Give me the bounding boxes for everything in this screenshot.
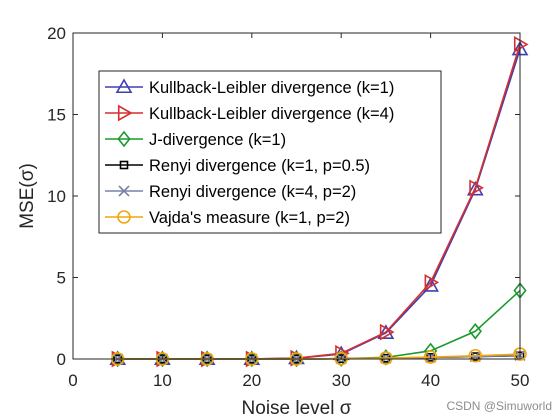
- data-point: [379, 323, 395, 341]
- legend-marker: [117, 130, 131, 148]
- watermark-text: CSDN @Simuworld: [446, 399, 552, 413]
- legend-box: [98, 70, 442, 234]
- data-point: [468, 323, 482, 340]
- series-3: [111, 282, 527, 368]
- x-tick-label: 30: [332, 371, 351, 390]
- legend: Kullback-Leibler divergence (k=1) Kullbac…: [98, 70, 442, 234]
- series-line: [117, 289, 521, 360]
- legend-marker: [118, 185, 130, 197]
- data-point: [377, 324, 395, 339]
- x-tick-label: 50: [511, 371, 530, 390]
- y-tick-label: 20: [47, 24, 66, 43]
- series-5: [112, 349, 526, 365]
- data-point: [379, 351, 393, 365]
- x-tick-label: 20: [242, 371, 261, 390]
- x-axis-label: Noise level σ: [242, 398, 352, 419]
- legend-entry: J-divergence (k=1): [105, 130, 286, 149]
- data-point: [468, 348, 483, 363]
- x-tick-label: 40: [421, 371, 440, 390]
- legend-marker: [117, 104, 133, 122]
- axes: 0 10 20 30 40 50 0 5 10 15 20: [47, 24, 529, 390]
- legend-entry: Renyi divergence (k=1, p=0.5): [105, 157, 370, 175]
- data-point: [424, 274, 440, 291]
- legend-marker: [119, 160, 129, 170]
- data-point: [423, 350, 438, 364]
- legend-marker: [117, 210, 131, 224]
- legend-entry: Kullback-Leibler divergence (k=4): [105, 104, 394, 123]
- y-axis-label: MSE(σ): [17, 163, 38, 229]
- data-point: [469, 179, 484, 197]
- x-tick-label: 0: [68, 371, 77, 390]
- legend-entry: Kullback-Leibler divergence (k=1): [105, 78, 394, 97]
- legend-entry: Vajda's measure (k=1, p=2): [105, 209, 350, 227]
- x-tick-label: 10: [153, 371, 172, 390]
- legend-label: J-divergence (k=1): [149, 131, 286, 149]
- y-tick-label: 10: [47, 187, 66, 206]
- legend-entry: Renyi divergence (k=4, p=2): [105, 183, 356, 201]
- legend-label: Kullback-Leibler divergence (k=1): [149, 79, 394, 97]
- y-tick-label: 5: [57, 269, 66, 288]
- legend-marker: [115, 78, 133, 94]
- legend-label: Renyi divergence (k=4, p=2): [149, 183, 356, 201]
- legend-label: Vajda's measure (k=1, p=2): [149, 209, 350, 227]
- legend-label: Renyi divergence (k=1, p=0.5): [149, 157, 370, 175]
- y-tick-label: 0: [57, 350, 66, 369]
- legend-label: Kullback-Leibler divergence (k=4): [149, 105, 394, 123]
- y-tick-label: 15: [47, 106, 66, 125]
- data-point: [513, 36, 529, 53]
- data-point: [466, 180, 484, 196]
